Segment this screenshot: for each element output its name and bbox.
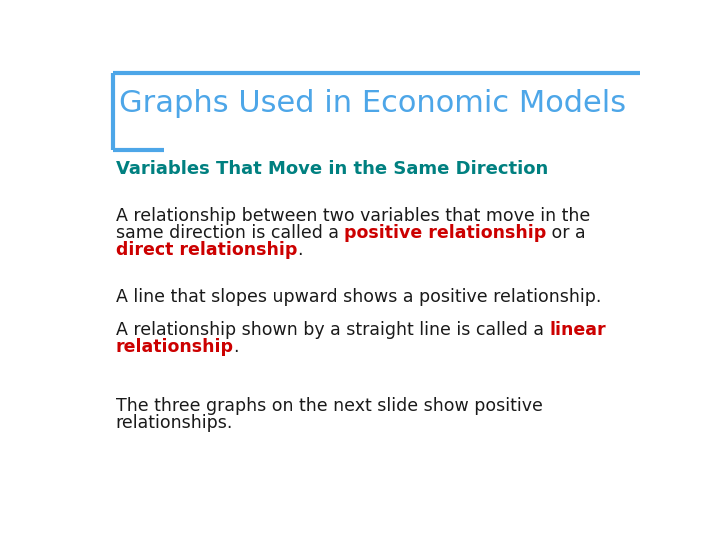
Text: .: .: [297, 241, 302, 259]
Text: The three graphs on the next slide show positive: The three graphs on the next slide show …: [116, 397, 542, 415]
Text: Variables That Move in the Same Direction: Variables That Move in the Same Directio…: [116, 160, 548, 178]
Text: or a: or a: [546, 224, 586, 242]
Text: .: .: [233, 338, 239, 356]
Text: Graphs Used in Economic Models: Graphs Used in Economic Models: [120, 89, 626, 118]
Text: linear: linear: [549, 321, 606, 339]
Text: positive relationship: positive relationship: [344, 224, 546, 242]
Text: A relationship shown by a straight line is called a: A relationship shown by a straight line …: [116, 321, 549, 339]
Text: direct relationship: direct relationship: [116, 241, 297, 259]
Text: A line that slopes upward shows a positive relationship.: A line that slopes upward shows a positi…: [116, 288, 601, 306]
Text: same direction is called a: same direction is called a: [116, 224, 344, 242]
Text: relationships.: relationships.: [116, 414, 233, 433]
Text: A relationship between two variables that move in the: A relationship between two variables tha…: [116, 207, 590, 225]
Text: relationship: relationship: [116, 338, 233, 356]
